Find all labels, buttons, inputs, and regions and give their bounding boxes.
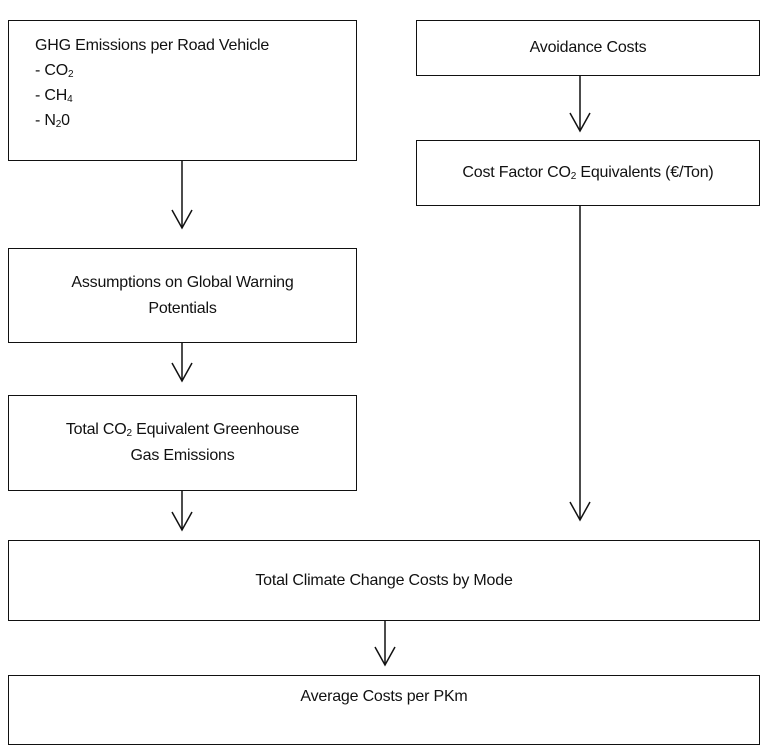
- subscript: 2: [126, 428, 133, 439]
- node: Cost Factor CO2 Equivalents (€/Ton): [416, 140, 760, 206]
- label: Total Climate Change Costs by Mode: [255, 571, 513, 589]
- subscript: 2: [570, 171, 577, 182]
- arrow: [171, 343, 193, 383]
- node-line: Average Costs per PKm: [300, 684, 467, 710]
- arrow: [374, 621, 396, 667]
- label: - CH: [35, 87, 68, 104]
- node-line: Assumptions on Global Warning: [71, 270, 293, 296]
- arrow: [569, 206, 591, 522]
- node-line: - CH4: [35, 83, 73, 108]
- node: GHG Emissions per Road Vehicle - CO2- CH4…: [8, 20, 357, 161]
- node-line: Potentials: [148, 296, 216, 322]
- node-line: - N20: [35, 108, 70, 133]
- node-line: Cost Factor CO2 Equivalents (€/Ton): [462, 160, 713, 186]
- label: GHG Emissions per Road Vehicle: [35, 37, 270, 54]
- arrow: [569, 76, 591, 133]
- node-line: GHG Emissions per Road Vehicle: [35, 33, 269, 58]
- label: - N: [35, 112, 56, 129]
- node-line: Total CO2 Equivalent Greenhouse: [65, 417, 300, 443]
- node-line: Total Climate Change Costs by Mode: [255, 568, 513, 594]
- label: Gas Emissions: [130, 447, 235, 464]
- label: Avoidance Costs: [529, 39, 647, 56]
- node: Total CO2 Equivalent Greenhouse Gas Emiss…: [8, 395, 357, 491]
- node-line: Gas Emissions: [130, 443, 234, 469]
- node: Average Costs per PKm: [8, 675, 760, 745]
- label: Equivalent Greenhouse: [131, 421, 300, 438]
- label: Assumptions on Global Warning: [71, 273, 294, 291]
- node-line: Avoidance Costs: [530, 35, 647, 61]
- node: Avoidance Costs: [416, 20, 760, 76]
- arrow: [171, 161, 193, 230]
- node: Total Climate Change Costs by Mode: [8, 540, 760, 621]
- arrow: [171, 491, 193, 532]
- subscript: 2: [55, 119, 62, 130]
- label: 0: [61, 112, 70, 129]
- label: Total CO: [65, 421, 127, 438]
- node: Assumptions on Global Warning Potentials: [8, 248, 357, 343]
- label: Cost Factor CO: [462, 164, 571, 181]
- label: - CO: [35, 62, 68, 79]
- label: Average Costs per PKm: [300, 688, 468, 705]
- subscript: 2: [67, 69, 74, 80]
- label: Potentials: [148, 299, 217, 317]
- subscript: 4: [67, 94, 73, 105]
- node-line: - CO2: [35, 58, 74, 83]
- label: Equivalents (€/Ton): [576, 164, 714, 181]
